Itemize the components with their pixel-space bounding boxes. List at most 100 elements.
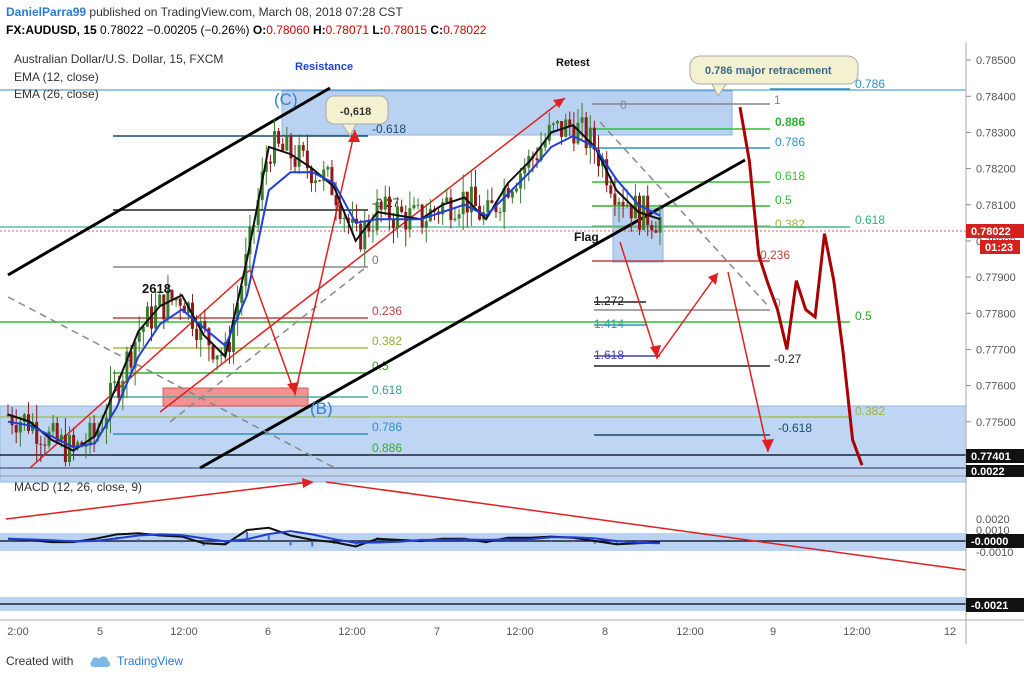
dashed-trend-3 [599,121,771,309]
candle-body [84,445,88,447]
macd-trend-2 [325,481,967,571]
author-link[interactable]: DanielParra99 [6,5,87,19]
candle-body [592,127,596,150]
candle-body [268,161,272,164]
footer: Created with TradingView [0,644,1024,677]
macd-hist-bar [93,538,96,541]
macd-trend-1 [5,481,311,520]
x-tick-label: 12:00 [506,626,534,638]
candle-body [572,126,576,144]
flag-label: Flag [574,230,599,244]
candle-body [264,161,268,172]
dashed-trend-1 [7,296,336,469]
fib-label: -0.618 [778,421,812,435]
candle-body [613,193,617,205]
macd-tick-label: 0.0020 [976,514,1010,526]
candle-body [576,122,580,144]
candle-body [158,294,162,306]
y-tick-label: 0.77700 [976,344,1016,356]
y-tick-label: 0.78300 [976,127,1016,139]
candle-body [285,136,289,151]
tradingview-link[interactable]: TradingView [117,654,184,668]
y-tick-label: 0.77800 [976,308,1016,320]
ema26-line [7,134,661,449]
low-price-text: 0.77401 [971,451,1011,463]
macd-hist-bar [593,541,596,544]
candle-body [273,131,277,164]
legend-ema12[interactable]: EMA (12, close) [14,70,99,84]
macd-hist-bar [615,541,618,545]
wave-b-label: (B) [310,399,333,418]
legend-macd[interactable]: MACD (12, 26, close, 9) [14,480,142,494]
candle-body [355,218,359,224]
x-tick-label: 7 [434,626,440,638]
chart-canvas[interactable]: -0.618 -0.27 0 0.236 0.382 0.5 0.618 0.7… [0,42,1024,644]
candle-body [277,131,281,144]
candle-body [293,158,297,167]
x-tick-label: 6 [265,626,271,638]
macd-hist-bar [550,540,553,542]
fib-label: 0.786 [855,77,885,91]
candle-body [207,328,211,346]
candle-body [72,434,76,447]
candle-body [223,341,227,355]
candle-body [375,202,379,231]
main-pane: -0.618 -0.27 0 0.236 0.382 0.5 0.618 0.7… [0,52,967,483]
candle-body [551,123,555,126]
tradingview-cloud-icon [90,656,111,667]
legend-ema26[interactable]: EMA (26, close) [14,87,99,101]
fib-label: 1.414 [594,317,624,331]
arrow-head [762,439,774,452]
candle-body [14,425,18,433]
macd-hist-bar [311,541,314,547]
fib-label: 0 [774,296,781,310]
candle-body [162,294,166,320]
candle-body [412,204,416,209]
fib-ext-labels: 1.272 1.414 1.618 [594,294,624,362]
signal-line [7,530,661,545]
candle-body [494,203,498,213]
x-tick-label: 12 [944,626,956,638]
fib-label: 0.382 [775,217,805,231]
y-tick-label: 0.78200 [976,164,1016,176]
candle-body [547,125,551,141]
fib-label: 0.786 [372,420,402,434]
candle-body [555,121,559,124]
symbol: FX:AUDUSD, 15 [6,23,97,37]
candle-body [543,140,547,148]
macd-hist-bar [224,541,227,544]
fib-mid-lines [592,103,770,262]
x-tick-label: 12:00 [676,626,704,638]
candle-body [379,202,383,210]
candle-body [88,423,92,446]
fib-label: 0.618 [855,213,885,227]
macd-hist-bar [159,541,162,543]
candle-body [305,150,309,169]
candle-body [338,205,342,220]
zone-bottom-text: 0.0022 [971,466,1005,478]
candle-body [166,290,170,320]
legend-title: Australian Dollar/U.S. Dollar, 15, FXCM [14,52,223,66]
candle-body [588,127,592,149]
candle-body [322,169,326,181]
fib-label: 0.618 [372,383,402,397]
fib-label: 0.618 [775,169,805,183]
candle-body [51,423,55,432]
fib-label: 0.236 [760,248,790,262]
x-tick-label: 9 [770,626,776,638]
close-label: C: [430,23,444,37]
candle-body [367,220,371,232]
open-value: 0.78060 [266,23,310,37]
macd-tags: -0.0000 -0.0021 [966,534,1024,612]
published-text: published on TradingView.com, March 08, … [89,5,403,19]
candle-body [195,328,199,340]
support-zone [0,405,967,483]
price-axis[interactable]: 0.78500 0.78400 0.78300 0.78200 0.78100 0.780… [965,42,1024,644]
countdown-text: 01:23 [985,242,1013,254]
candle-body [486,200,490,213]
y-tick-label: 0.78500 [976,55,1016,67]
candle-body [219,354,223,356]
time-axis[interactable]: 2:00 5 12:00 6 12:00 7 12:00 8 12:00 9 12:00 12 [0,619,1024,638]
drop-projection [727,271,769,453]
candle-body [244,254,248,287]
